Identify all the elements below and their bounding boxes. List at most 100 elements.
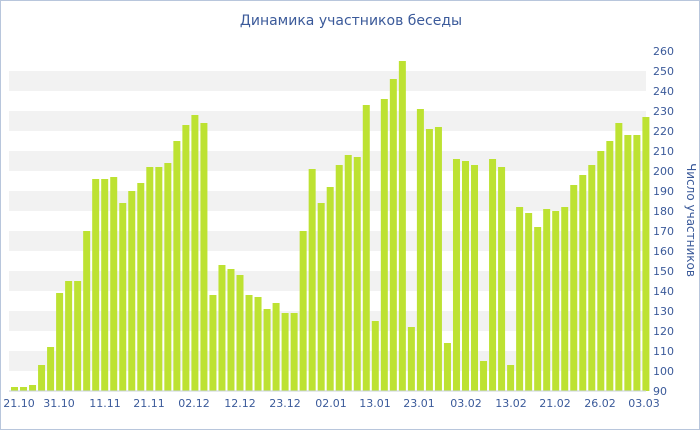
x-tick-label: 02.01 <box>315 397 347 410</box>
bar <box>633 135 641 391</box>
y-tick-label: 170 <box>653 225 674 238</box>
y-tick-label: 220 <box>653 125 674 138</box>
bar <box>507 365 515 391</box>
x-tick-label: 31.10 <box>43 397 75 410</box>
bar <box>480 361 488 391</box>
grid-band <box>9 151 646 171</box>
bar <box>191 115 199 391</box>
bar <box>47 347 55 391</box>
bar <box>489 159 497 391</box>
bar <box>20 387 28 391</box>
y-tick-label: 130 <box>653 305 674 318</box>
y-tick-label: 150 <box>653 265 674 278</box>
y-tick-label: 140 <box>653 285 674 298</box>
bar <box>155 167 163 391</box>
bar <box>308 169 316 391</box>
bar <box>281 313 289 391</box>
bar <box>579 175 587 391</box>
bar <box>516 207 524 391</box>
grid-band <box>9 71 646 91</box>
bars <box>9 61 650 392</box>
bar <box>263 309 271 391</box>
bar <box>254 297 262 391</box>
y-tick-label: 260 <box>653 45 674 58</box>
bar <box>11 387 18 391</box>
bar <box>29 385 37 391</box>
bar <box>498 167 506 391</box>
bar <box>362 105 370 391</box>
x-tick-label: 21.10 <box>3 397 35 410</box>
bar <box>606 141 614 391</box>
bar <box>588 165 596 391</box>
bar <box>209 295 217 391</box>
bar <box>425 129 433 391</box>
bar <box>290 313 298 391</box>
bar <box>335 165 343 391</box>
bar <box>452 159 460 391</box>
bar <box>119 203 127 391</box>
y-tick-label: 90 <box>653 385 667 398</box>
y-axis-label: Число участников <box>684 163 698 277</box>
x-tick-label: 23.12 <box>269 397 301 410</box>
bar <box>597 151 605 391</box>
y-tick-label: 110 <box>653 345 674 358</box>
bar <box>299 231 307 391</box>
bar <box>110 177 118 391</box>
bar <box>92 179 100 391</box>
bar <box>380 99 388 391</box>
y-tick-label: 190 <box>653 185 674 198</box>
x-tick-label: 11.11 <box>89 397 121 410</box>
bar <box>146 167 154 391</box>
bar <box>434 127 442 391</box>
bar <box>525 213 533 391</box>
bar <box>534 227 542 391</box>
bar <box>128 191 136 391</box>
bar <box>552 211 560 391</box>
bar <box>101 179 109 391</box>
bar <box>462 161 469 391</box>
x-tick-label: 13.01 <box>359 397 391 410</box>
x-tick-label: 03.03 <box>628 397 660 410</box>
bar <box>624 135 632 391</box>
y-tick-label: 180 <box>653 205 674 218</box>
bar <box>353 157 361 391</box>
x-tick-label: 03.02 <box>450 397 482 410</box>
y-tick-label: 200 <box>653 165 674 178</box>
bar <box>38 365 46 391</box>
bar <box>272 303 280 391</box>
bar <box>371 321 379 391</box>
bar <box>317 203 325 391</box>
bar <box>570 185 578 391</box>
bar <box>236 275 244 391</box>
bar <box>326 187 334 391</box>
bar <box>642 117 650 391</box>
y-tick-label: 210 <box>653 145 674 158</box>
bar <box>543 209 551 391</box>
bar <box>416 109 424 391</box>
bar <box>200 123 208 391</box>
bar <box>407 327 415 391</box>
bar <box>443 343 451 391</box>
y-tick-label: 240 <box>653 85 674 98</box>
bar <box>182 125 190 391</box>
x-axis-ticks: 21.10 31.10 11.11 21.11 02.12 12.12 23.12 02.01… <box>3 397 660 410</box>
bar <box>615 123 623 391</box>
bar <box>471 165 479 391</box>
y-axis-ticks: 90 100 110 120 130 140 150 160 170 180 190 200 210 22… <box>653 45 674 398</box>
bar <box>245 295 253 391</box>
bar <box>389 79 397 391</box>
x-tick-label: 23.01 <box>403 397 435 410</box>
bar <box>561 207 569 391</box>
bar <box>173 141 181 391</box>
x-tick-label: 21.11 <box>133 397 165 410</box>
x-tick-label: 21.02 <box>539 397 571 410</box>
y-tick-label: 230 <box>653 105 674 118</box>
x-tick-label: 12.12 <box>224 397 256 410</box>
x-tick-label: 02.12 <box>178 397 210 410</box>
x-tick-label: 13.02 <box>495 397 527 410</box>
chart-title: Динамика участников беседы <box>239 13 463 29</box>
bar <box>83 231 91 391</box>
bar <box>227 269 235 391</box>
